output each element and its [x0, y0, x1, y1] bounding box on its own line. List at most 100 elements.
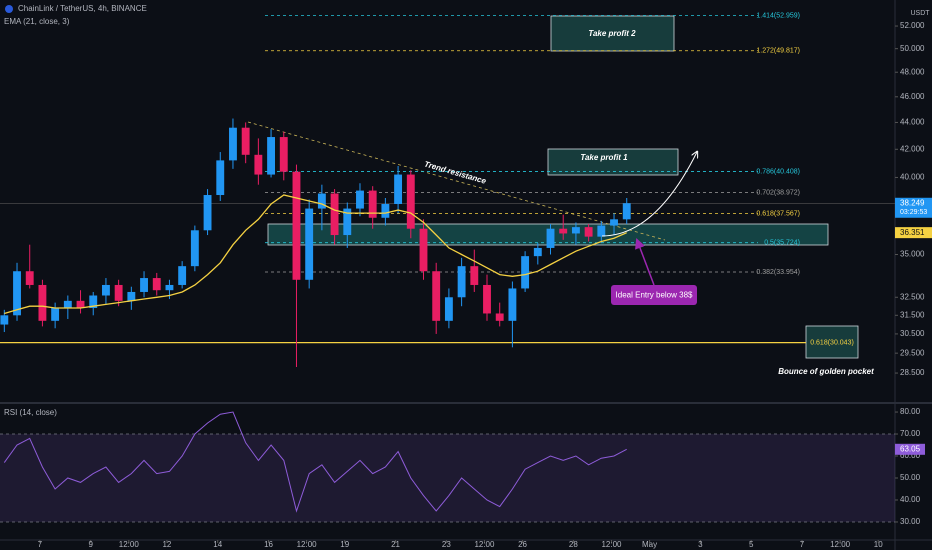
candle-body — [343, 208, 352, 236]
trend-line — [247, 121, 666, 241]
y-tick-label: 52.000 — [900, 21, 925, 30]
marks: 52.000 50.000 48.000 46.000 44.000 42.000 40.0… — [0, 12, 932, 549]
y-tick-label: 40.00 — [900, 495, 921, 504]
x-tick-label: 28 — [569, 540, 578, 549]
candle-body — [394, 174, 403, 205]
candle-body — [101, 284, 110, 296]
candle-body — [559, 228, 568, 234]
candle-body — [381, 204, 390, 218]
candle-body — [152, 278, 161, 291]
y-tick-label: 60.00 — [900, 451, 921, 460]
x-tick-label: 12:00 — [474, 540, 495, 549]
candle-body — [76, 300, 85, 309]
candle-body — [432, 271, 441, 321]
candle-body — [279, 137, 288, 172]
y-tick-label: 29.500 — [900, 348, 925, 357]
x-tick-label: 12 — [162, 540, 171, 549]
candle-body — [368, 190, 377, 218]
y-tick-label: 42.000 — [900, 144, 925, 153]
candle-body — [51, 308, 60, 321]
candle-body — [165, 284, 174, 291]
x-tick-label: 7 — [800, 540, 805, 549]
candle-body — [610, 219, 618, 226]
y-tick-label: 46.000 — [900, 92, 925, 101]
bounce-label: Bounce of golden pocket — [778, 367, 874, 376]
candle-body — [267, 137, 276, 175]
x-tick-label: 7 — [38, 540, 43, 549]
x-tick-label: 12:00 — [297, 540, 318, 549]
ema-title: EMA (21, close, 3) — [4, 17, 70, 26]
x-tick-label: 16 — [264, 540, 273, 549]
candle-body — [178, 266, 187, 285]
x-tick-label: 23 — [442, 540, 451, 549]
candle-body — [254, 154, 263, 175]
y-tick-label: 35.000 — [900, 250, 925, 259]
rsi-last-label: 63.05 — [900, 444, 921, 453]
fib-level-label: 1.414(52.959) — [756, 12, 800, 19]
y-tick-label: 80.00 — [900, 407, 921, 416]
fib-level-label: 0.382(33.954) — [756, 269, 800, 276]
candle-body — [190, 230, 199, 267]
y-tick-label: 32.500 — [900, 292, 925, 301]
take-profit-2-box — [550, 15, 675, 52]
candle-body — [521, 256, 530, 289]
y-tick-label: 48.000 — [900, 67, 925, 76]
y-tick-label: 31.500 — [900, 310, 925, 319]
price-label: 36.351 — [900, 228, 925, 237]
candle-body — [571, 227, 580, 234]
candle-body — [356, 190, 364, 209]
y-tick-label: 44.000 — [900, 118, 925, 127]
candle-body — [584, 227, 593, 237]
fib-level-label: 0.5(35.724) — [764, 240, 800, 247]
rsi-title: RSI (14, close) — [4, 408, 57, 417]
x-tick-label: 19 — [340, 540, 349, 549]
candle-body — [495, 313, 504, 321]
fib-level-label: 1.272(49.817) — [756, 48, 800, 55]
fib-level-label: 0.618(37.567) — [756, 211, 800, 218]
candle-body — [25, 271, 34, 285]
x-tick-label: 21 — [391, 540, 400, 549]
candle-body — [292, 171, 301, 280]
y-tick-label: 70.00 — [900, 429, 921, 438]
take-profit-1-label: Take profit 1 — [580, 153, 628, 162]
candle-body — [597, 225, 606, 237]
price-label-box — [895, 197, 932, 218]
candle-body — [457, 266, 466, 298]
symbol-icon — [5, 5, 13, 13]
price-label-box — [895, 227, 932, 239]
candle-body — [483, 284, 491, 314]
candle-body — [305, 208, 314, 280]
candle-body — [444, 297, 453, 321]
x-tick-label: 9 — [88, 540, 93, 549]
candle-body — [114, 284, 123, 301]
entry-label-box — [611, 285, 697, 305]
x-tick-label: 10 — [874, 540, 883, 549]
y-tick-label: 50.00 — [900, 473, 921, 482]
candle-body — [127, 291, 136, 301]
entry-label: Ideal Entry below 38$ — [616, 291, 693, 300]
golden-pocket-box — [805, 325, 859, 359]
candle-body — [508, 288, 517, 321]
take-profit-1-box — [547, 148, 679, 176]
rsi-band — [0, 434, 895, 522]
x-tick-label: May — [642, 540, 657, 549]
candle-body — [533, 247, 542, 257]
x-tick-label: 5 — [749, 540, 754, 549]
fib-level-label: 0.702(38.972) — [756, 189, 800, 196]
candle-body — [203, 195, 212, 231]
rsi-last-box — [895, 443, 925, 455]
candle-body — [63, 300, 72, 309]
candle-body — [89, 295, 98, 309]
projection-arrow — [601, 152, 697, 237]
x-tick-label: 26 — [518, 540, 527, 549]
candle-body — [470, 266, 479, 285]
x-tick-label: 12:00 — [830, 540, 851, 549]
candle-body — [229, 127, 237, 161]
y-tick-label: 28.500 — [900, 368, 925, 377]
axis-unit: USDT — [910, 10, 930, 17]
candle-body — [0, 315, 9, 325]
x-tick-label: 12:00 — [119, 540, 140, 549]
x-tick-label: 14 — [213, 540, 222, 549]
candle-body — [330, 193, 339, 236]
